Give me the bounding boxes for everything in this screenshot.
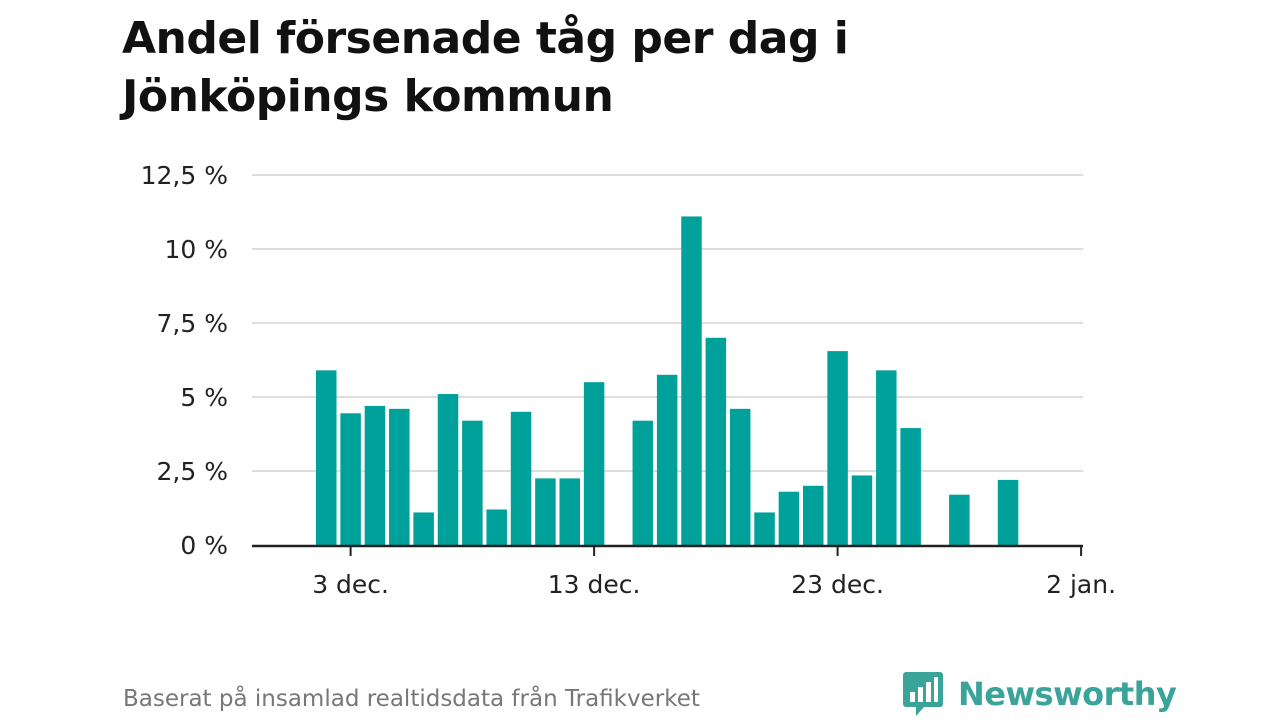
chart-title: Andel försenade tåg per dag i Jönköpings… [122,13,849,122]
brand-name: Newsworthy [958,675,1177,713]
bar [803,485,824,545]
bar [510,411,532,545]
bar [413,512,434,545]
bar [559,478,580,545]
y-tick-label: 0 % [180,531,228,560]
bar-chart: 0 % 2,5 % 5 % 7,5 % 10 % 12,5 % 3 dec. 13 dec.… [141,161,1116,599]
source-note: Baserat på insamlad realtidsdata från Tr… [123,686,700,712]
brand: Newsworthy [902,670,1177,718]
bar [340,413,361,545]
x-tick-label: 2 jan. [1046,570,1116,599]
bar [754,512,775,545]
bar [389,408,410,545]
x-tick-label: 3 dec. [312,570,389,599]
newsworthy-logo-icon [903,672,943,716]
x-tick-label: 23 dec. [791,570,884,599]
y-tick-label: 10 % [164,235,228,264]
bar [583,382,605,545]
bar [997,479,1019,545]
bar [681,216,702,545]
bar [656,374,678,545]
bar [778,491,800,545]
y-tick-label: 7,5 % [157,309,228,338]
bar [462,420,483,545]
bar [729,408,751,545]
bar [535,478,556,545]
y-tick-label: 12,5 % [141,161,228,190]
bar [316,370,337,545]
bar [900,428,921,545]
x-tick-label: 13 dec. [548,570,641,599]
bar [486,509,507,545]
bars [316,216,1019,545]
bar [876,370,897,545]
y-axis-ticks: 0 % 2,5 % 5 % 7,5 % 10 % 12,5 % [141,161,228,560]
bar [364,405,386,545]
y-tick-label: 2,5 % [157,457,228,486]
bar [437,394,459,545]
bar [949,494,970,545]
bar [632,420,654,545]
bar [705,337,727,545]
x-axis: 3 dec. 13 dec. 23 dec. 2 jan. [252,544,1116,599]
y-tick-label: 5 % [180,383,228,412]
bar [851,475,873,545]
bar [827,351,848,545]
